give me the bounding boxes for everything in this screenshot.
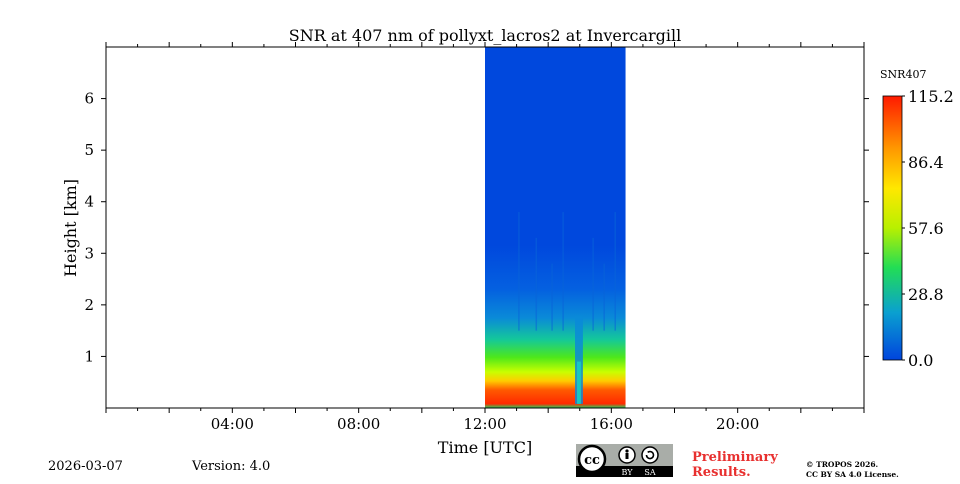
cc-license-badge: cc BY SA bbox=[576, 444, 673, 477]
cc-icon bbox=[577, 444, 607, 474]
preliminary-line1: Preliminary bbox=[692, 450, 778, 465]
x-tick-label: 04:00 bbox=[211, 415, 254, 433]
snr-streak bbox=[562, 212, 564, 331]
x-axis-label: Time [UTC] bbox=[438, 438, 532, 457]
snr-streak bbox=[518, 212, 520, 331]
x-tick-label: 08:00 bbox=[337, 415, 380, 433]
chart-title: SNR at 407 nm of pollyxt_lacros2 at Inve… bbox=[289, 26, 682, 45]
snr-gap-core bbox=[577, 361, 581, 404]
y-tick-label: 1 bbox=[84, 347, 94, 365]
colorbar-tick-label: 0.0 bbox=[908, 351, 933, 370]
copyright-line1: © TROPOS 2026. bbox=[806, 460, 878, 469]
x-axis-ticks: 04:00 08:00 12:00 16:00 20:00 bbox=[105, 42, 865, 433]
heatmap-layer bbox=[485, 47, 626, 408]
snr-data-block bbox=[485, 47, 626, 408]
y-tick-label: 4 bbox=[84, 193, 94, 211]
y-tick-label: 5 bbox=[84, 141, 94, 159]
snr-gap-column bbox=[575, 315, 583, 404]
footer-version: Version: 4.0 bbox=[191, 459, 270, 474]
y-tick-label: 2 bbox=[84, 296, 94, 314]
snr-streak bbox=[535, 237, 538, 331]
snr-streak bbox=[592, 237, 594, 331]
colorbar-tick-label: 86.4 bbox=[908, 153, 944, 172]
copyright-line2: CC BY SA 4.0 License. bbox=[806, 470, 899, 479]
x-tick-label: 12:00 bbox=[463, 415, 506, 433]
colorbar-tick-label: 28.8 bbox=[908, 285, 944, 304]
by-text: BY bbox=[621, 468, 633, 477]
colorbar-tick-label: 57.6 bbox=[908, 219, 944, 238]
snr-streak bbox=[603, 263, 605, 331]
colorbar-ticks: 0.0 28.8 57.6 86.4 115.2 bbox=[902, 87, 954, 370]
colorbar-label: SNR407 bbox=[880, 68, 926, 81]
snr-streak bbox=[551, 263, 553, 331]
y-tick-label: 3 bbox=[84, 244, 94, 262]
sa-text: SA bbox=[644, 468, 655, 477]
y-axis-ticks: 1 2 3 4 5 6 bbox=[84, 90, 869, 365]
colorbar bbox=[882, 95, 903, 361]
footer-date: 2026-03-07 bbox=[48, 459, 123, 474]
x-tick-label: 20:00 bbox=[716, 415, 759, 433]
x-tick-label: 16:00 bbox=[590, 415, 633, 433]
preliminary-line2: Results. bbox=[692, 465, 751, 480]
y-axis-label: Height [km] bbox=[61, 179, 80, 277]
sa-icon bbox=[641, 446, 659, 464]
y-tick-label: 6 bbox=[84, 90, 94, 108]
snr-streak bbox=[614, 212, 616, 331]
colorbar-tick-label: 115.2 bbox=[908, 87, 954, 106]
cc-text: cc bbox=[584, 453, 600, 468]
